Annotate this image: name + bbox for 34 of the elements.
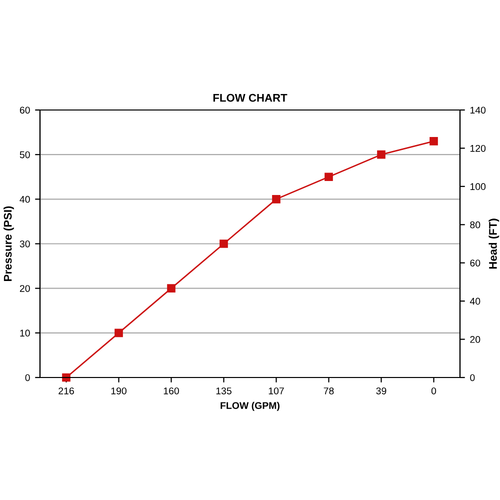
point bbox=[324, 172, 333, 182]
y2-tick-label: 0 bbox=[470, 374, 475, 382]
y-tick-label: 0 bbox=[25, 374, 30, 382]
y-axis-title: Pressure (PSI) bbox=[4, 206, 14, 281]
y2-tick-label: 80 bbox=[470, 221, 480, 228]
x-tick-label: 135 bbox=[216, 387, 232, 394]
x-tick-label: 216 bbox=[58, 387, 74, 394]
y2-axis-title: Head (FT) bbox=[488, 218, 500, 269]
y-tick-label: 50 bbox=[20, 151, 30, 158]
x-tick-label: 190 bbox=[111, 387, 126, 394]
y2-tick-label: 60 bbox=[470, 260, 480, 266]
y-tick-label: 10 bbox=[20, 330, 30, 337]
point bbox=[377, 150, 386, 159]
point bbox=[167, 284, 176, 292]
point bbox=[220, 240, 228, 248]
y-tick-label: 20 bbox=[20, 285, 30, 292]
x-tick-label: 0 bbox=[431, 387, 436, 394]
x-axis-title: FLOW (GPM) bbox=[220, 402, 280, 411]
y-tick-label: 60 bbox=[20, 106, 30, 114]
y2-tick-label: 40 bbox=[470, 298, 480, 305]
point bbox=[272, 195, 280, 204]
y2-tick-label: 120 bbox=[470, 144, 486, 152]
x-tick-label: 107 bbox=[268, 387, 284, 394]
x-tick-label: 160 bbox=[164, 387, 179, 394]
y2-tick-label: 100 bbox=[470, 183, 486, 190]
point bbox=[430, 137, 438, 146]
y-tick-label: 40 bbox=[20, 196, 30, 203]
y2-tick-label: 140 bbox=[470, 106, 486, 114]
point bbox=[114, 328, 123, 338]
x-tick-label: 39 bbox=[376, 387, 386, 394]
y2-tick-label: 20 bbox=[470, 336, 480, 343]
chart-title: FLOW CHART bbox=[213, 94, 288, 102]
y-tick-label: 30 bbox=[20, 240, 30, 248]
x-tick-label: 78 bbox=[324, 387, 334, 394]
